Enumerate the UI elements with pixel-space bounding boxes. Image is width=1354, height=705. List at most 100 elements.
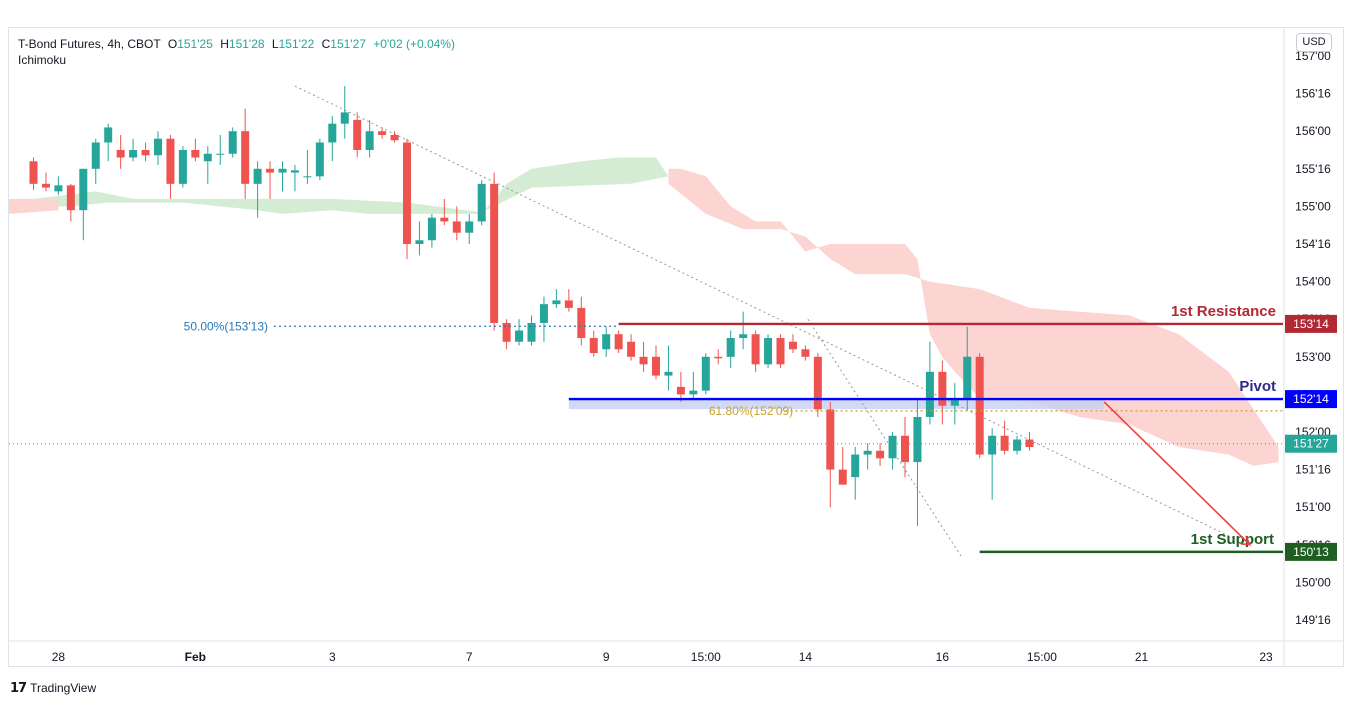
candle-body bbox=[54, 185, 63, 192]
candle bbox=[801, 345, 810, 361]
trendline-upper bbox=[294, 85, 1248, 546]
time-tick-label: 23 bbox=[1259, 650, 1273, 664]
candle bbox=[751, 330, 760, 372]
candle bbox=[938, 360, 947, 425]
resistance-price-badge-bg bbox=[1285, 314, 1337, 333]
candle-body bbox=[278, 168, 287, 173]
candle-body bbox=[66, 185, 75, 211]
fib-50-label: 50.00%(153'13) bbox=[184, 319, 268, 333]
candle-body bbox=[141, 150, 150, 156]
candle-body bbox=[465, 221, 474, 233]
candle-body bbox=[79, 168, 88, 211]
low-value: 151'22 bbox=[278, 37, 315, 51]
candle-body bbox=[963, 356, 972, 399]
candle bbox=[241, 108, 250, 199]
candle-body bbox=[577, 307, 586, 338]
candle bbox=[664, 345, 673, 391]
candle bbox=[365, 119, 374, 158]
candle-body bbox=[303, 176, 312, 178]
projection-arrow-head-icon bbox=[1240, 535, 1252, 546]
candle bbox=[988, 428, 997, 500]
time-tick-label: 15:00 bbox=[1027, 650, 1057, 664]
candle bbox=[527, 315, 536, 346]
candle bbox=[353, 112, 362, 158]
candle bbox=[315, 138, 324, 181]
candle bbox=[975, 353, 984, 459]
candle-body bbox=[888, 435, 897, 459]
candle bbox=[191, 138, 200, 162]
time-tick-label: 28 bbox=[52, 650, 66, 664]
price-tick-label: 155'16 bbox=[1295, 162, 1331, 176]
candle-body bbox=[714, 356, 723, 359]
candle bbox=[826, 401, 835, 508]
price-tick-label: 149'16 bbox=[1295, 613, 1331, 627]
time-tick-label: 15:00 bbox=[691, 650, 721, 664]
candle bbox=[577, 296, 586, 346]
pivot-zone bbox=[568, 399, 1105, 410]
candle-body bbox=[801, 349, 810, 357]
candle-body bbox=[602, 334, 611, 350]
candle-body bbox=[764, 338, 773, 365]
candle-body bbox=[477, 183, 486, 222]
indicator-label[interactable]: Ichimoku bbox=[18, 53, 67, 67]
candle bbox=[154, 131, 162, 166]
fib-618-label: 61.80%(152'09) bbox=[709, 404, 793, 418]
candle-body bbox=[328, 123, 337, 143]
candle bbox=[116, 134, 125, 169]
candle-body bbox=[726, 338, 735, 357]
tradingview-logo-icon: 𝟭𝟳 bbox=[10, 680, 27, 695]
support-label: 1st Support bbox=[1191, 531, 1274, 548]
projection-arrow-line bbox=[1103, 401, 1251, 546]
last-price-badge-label: 151'27 bbox=[1293, 437, 1329, 451]
candle-body bbox=[241, 131, 250, 184]
candle bbox=[427, 213, 436, 248]
currency-button[interactable]: USD bbox=[1296, 33, 1332, 52]
candle-body bbox=[776, 338, 785, 365]
candle bbox=[714, 349, 723, 365]
candle bbox=[901, 416, 909, 478]
candle bbox=[490, 172, 499, 331]
candle bbox=[477, 180, 486, 226]
candle bbox=[278, 161, 287, 192]
candle bbox=[1013, 435, 1022, 455]
resistance-label: 1st Resistance bbox=[1171, 303, 1276, 320]
candle bbox=[925, 341, 934, 425]
candle-body bbox=[1000, 435, 1009, 451]
pivot-price-badge-label: 152'14 bbox=[1293, 392, 1329, 406]
candle-body bbox=[552, 300, 561, 305]
candle-body bbox=[116, 150, 125, 158]
candle bbox=[726, 330, 735, 369]
candle bbox=[639, 341, 648, 372]
high-label: H bbox=[220, 37, 229, 51]
candle-body bbox=[639, 356, 648, 365]
support-price-badge: 150'13 bbox=[1285, 542, 1337, 561]
open-label: O bbox=[167, 37, 178, 51]
price-tick-label: 156'16 bbox=[1295, 87, 1331, 101]
tradingview-logo[interactable]: 𝟭𝟳 TradingView bbox=[10, 680, 96, 696]
candle bbox=[564, 289, 573, 312]
candle bbox=[788, 334, 797, 354]
candle-body bbox=[826, 409, 835, 470]
ichimoku-cloud-bearish bbox=[668, 168, 1279, 466]
candle-body bbox=[539, 304, 548, 323]
candle bbox=[253, 161, 262, 218]
candle bbox=[228, 127, 237, 158]
symbol-title[interactable]: T-Bond Futures, 4h, CBOT bbox=[18, 37, 161, 51]
candle-body bbox=[353, 119, 362, 150]
candle-body bbox=[751, 334, 760, 365]
candle bbox=[552, 289, 561, 308]
candle bbox=[838, 447, 847, 485]
time-tick-label: 21 bbox=[1135, 650, 1149, 664]
candle bbox=[652, 345, 660, 380]
last-price-badge-bg bbox=[1285, 434, 1337, 453]
trendline-lower bbox=[807, 318, 962, 557]
candle bbox=[452, 206, 461, 241]
candle bbox=[602, 326, 611, 357]
time-tick-label: 14 bbox=[799, 650, 813, 664]
candle-body bbox=[228, 131, 237, 154]
candle bbox=[415, 221, 424, 256]
candle bbox=[701, 353, 710, 395]
candle bbox=[403, 138, 411, 260]
candle bbox=[166, 134, 175, 199]
